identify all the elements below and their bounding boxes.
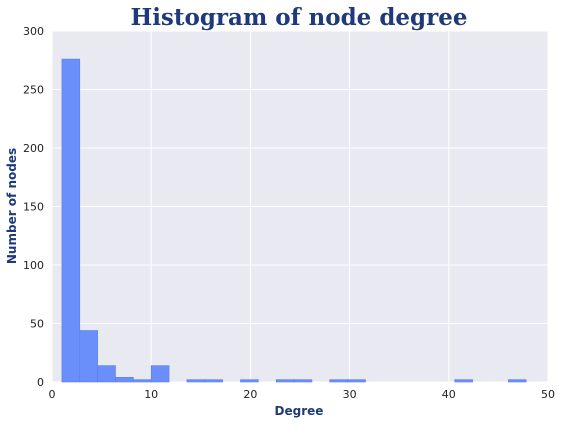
- histogram-bar-5: [150, 365, 170, 383]
- histogram-bar-8: [204, 379, 223, 383]
- y-tick-100: 100: [23, 259, 44, 272]
- x-tick-40: 40: [442, 388, 456, 401]
- histogram-bar-0: [61, 58, 81, 383]
- histogram-bar-13: [293, 379, 313, 383]
- chart-title: Histogram of node degree: [130, 4, 467, 31]
- y-tick-150: 150: [23, 201, 44, 214]
- y-tick-300: 300: [23, 25, 44, 38]
- histogram-bar-3: [115, 377, 134, 383]
- y-tick-0: 0: [37, 376, 44, 389]
- y-tick-250: 250: [23, 84, 44, 97]
- x-axis-label: Degree: [275, 404, 324, 418]
- x-tick-20: 20: [243, 388, 257, 401]
- x-tick-0: 0: [49, 388, 56, 401]
- histogram-bar-25: [508, 379, 527, 383]
- x-tick-30: 30: [343, 388, 357, 401]
- x-tick-labels: 0 10 20 30 40 50: [49, 388, 556, 401]
- histogram-bar-12: [275, 379, 295, 383]
- histogram-bar-16: [347, 379, 366, 383]
- histogram-bar-4: [133, 379, 152, 383]
- y-tick-labels: 0 50 100 150 200 250 300: [23, 25, 44, 389]
- histogram-bar-1: [79, 330, 98, 383]
- histogram-bar-10: [240, 379, 259, 383]
- histogram-bar-2: [97, 365, 116, 383]
- x-tick-50: 50: [541, 388, 555, 401]
- histogram-bar-15: [329, 379, 348, 383]
- histogram-bar-7: [186, 379, 206, 383]
- histogram-bars: [61, 58, 527, 383]
- y-tick-50: 50: [30, 318, 44, 331]
- x-tick-10: 10: [144, 388, 158, 401]
- y-axis-label: Number of nodes: [5, 148, 19, 264]
- grid-lines: [51, 30, 549, 383]
- y-tick-200: 200: [23, 142, 44, 155]
- histogram-bar-22: [454, 379, 473, 383]
